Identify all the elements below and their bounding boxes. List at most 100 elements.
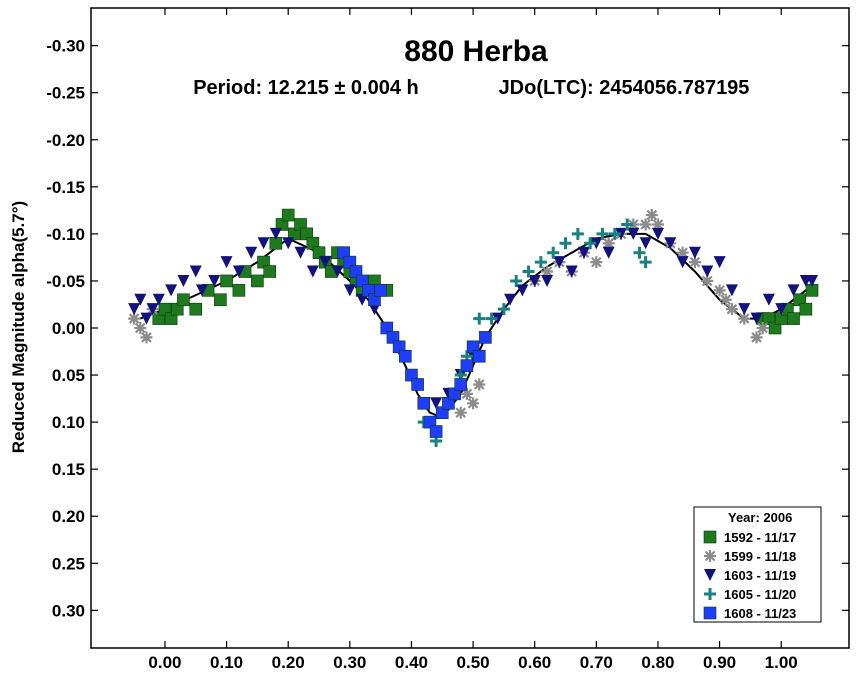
y-tick-label: -0.20 [46, 131, 85, 150]
data-point [787, 284, 800, 297]
data-point [460, 387, 473, 400]
y-axis-label: Reduced Magnitude alpha(5.7°) [9, 201, 28, 453]
data-point [688, 256, 701, 269]
data-point [688, 246, 701, 259]
data-point [189, 302, 203, 316]
data-point [454, 406, 467, 419]
legend-marker [704, 550, 716, 562]
data-point [713, 256, 726, 269]
data-point [627, 227, 640, 240]
x-tick-label: 0.30 [333, 653, 366, 672]
data-point [177, 293, 190, 307]
series-1608 [337, 246, 492, 438]
y-tick-label: -0.10 [46, 225, 85, 244]
data-point [214, 293, 227, 307]
data-point [263, 265, 277, 278]
y-tick-label: 0.10 [52, 413, 85, 432]
data-point [429, 425, 443, 438]
data-point [621, 218, 634, 231]
data-point [140, 331, 153, 344]
legend-entry-label: 1592 - 11/17 [724, 530, 796, 545]
y-tick-label: 0.15 [52, 460, 85, 479]
data-point [134, 322, 147, 334]
y-tick-label: -0.25 [46, 84, 85, 103]
legend-title: Year: 2006 [728, 510, 792, 525]
data-point [590, 256, 603, 269]
x-tick-label: 0.60 [518, 653, 551, 672]
data-point [713, 284, 726, 297]
data-point [472, 349, 486, 363]
data-point [584, 237, 597, 250]
data-point [374, 284, 387, 297]
axis-ticks: -0.30 -0.25 -0.20 -0.15 -0.10 -0.05 0.00 0.05 0.… [46, 8, 849, 672]
data-point [547, 246, 560, 259]
chart-subtitle-epoch: JDo(LTC): 2454056.787195 [499, 77, 750, 99]
data-point [356, 293, 369, 306]
y-tick-label: 0.30 [52, 601, 85, 620]
data-point [189, 265, 202, 278]
data-point [146, 303, 159, 316]
x-tick-label: 0.80 [641, 653, 674, 672]
legend-marker [703, 530, 717, 544]
data-point [411, 378, 424, 391]
data-point [232, 265, 245, 278]
data-point [522, 265, 535, 278]
data-point [553, 256, 566, 269]
y-tick-label: 0.05 [52, 366, 85, 385]
data-point [128, 312, 141, 325]
data-point [627, 218, 640, 231]
data-point [578, 246, 591, 259]
legend-marker [704, 569, 716, 581]
data-point [596, 227, 609, 240]
legend-box [693, 506, 822, 623]
data-points-layer [128, 208, 819, 447]
data-point [140, 312, 153, 325]
data-point [608, 227, 621, 240]
data-point [398, 349, 412, 363]
data-point [152, 293, 165, 306]
x-tick-label: 0.40 [395, 653, 428, 672]
data-point [491, 312, 504, 325]
data-point [602, 246, 615, 259]
data-point [701, 274, 714, 287]
data-point [651, 218, 664, 231]
x-tick-label: 0.10 [210, 653, 243, 672]
data-point [750, 331, 763, 344]
data-point [473, 378, 486, 391]
data-point [134, 293, 147, 306]
data-point [750, 312, 763, 325]
data-point [565, 265, 578, 278]
legend-entry-label: 1608 - 11/23 [724, 606, 796, 621]
data-point [269, 227, 282, 240]
x-tick-label: 1.00 [765, 653, 798, 672]
legend-entry-label: 1605 - 11/20 [724, 587, 796, 602]
data-point [559, 237, 572, 250]
data-point [430, 397, 443, 410]
legend-marker [703, 606, 717, 620]
data-point [220, 256, 233, 269]
data-point [485, 312, 498, 325]
data-point [602, 237, 615, 250]
data-point [510, 274, 523, 287]
data-point [639, 218, 652, 231]
x-tick-label: 0.90 [703, 653, 736, 672]
data-point [319, 256, 332, 269]
data-point [725, 303, 738, 316]
data-point [281, 208, 295, 222]
data-point [787, 312, 800, 325]
y-tick-label: 0.25 [52, 554, 85, 573]
data-point [590, 237, 603, 250]
data-point [232, 284, 246, 297]
data-point [738, 303, 751, 316]
data-point [473, 312, 486, 325]
legend: Year: 2006 1592 - 11/17 1599 - 11/18 1603 … [693, 506, 822, 623]
x-tick-label: 0.70 [580, 653, 613, 672]
legend-entries: 1592 - 11/17 1599 - 11/18 1603 - 11/19 1605… [703, 530, 796, 621]
chart-subtitle-period: Period: 12.215 ± 0.004 h [193, 77, 419, 99]
data-point [282, 237, 295, 250]
data-point [639, 237, 652, 250]
y-tick-label: -0.15 [46, 178, 85, 197]
x-tick-label: 0.20 [272, 653, 305, 672]
data-point [528, 274, 541, 287]
